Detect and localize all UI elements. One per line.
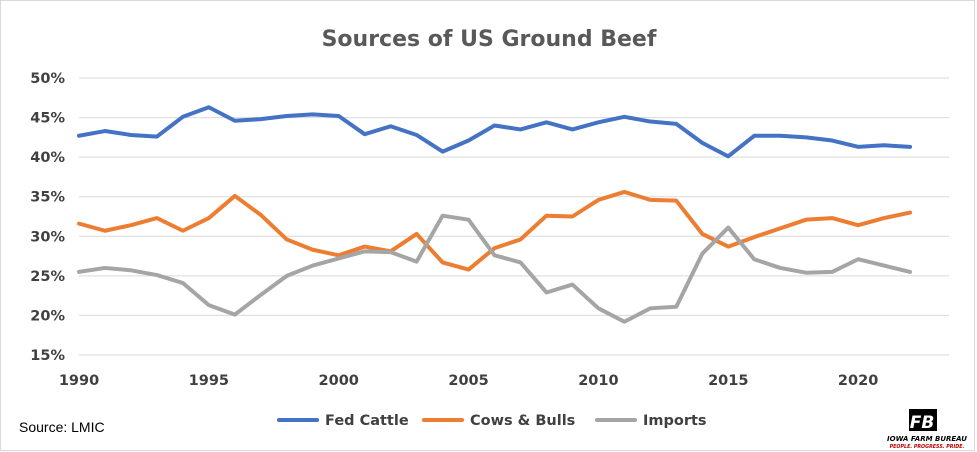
legend: Fed Cattle Cows & Bulls Imports (277, 413, 707, 429)
logo-mark-slash (816, 409, 828, 431)
y-tick-label-50: 50% (30, 71, 65, 87)
gridlines (79, 77, 949, 356)
series-line-imports (77, 213, 913, 324)
x-axis-tick-labels: 1990 1995 2000 2005 2010 2015 2020 (59, 373, 878, 389)
legend-label-fed-cattle: Fed Cattle (325, 413, 409, 429)
legend-label-imports: Imports (643, 413, 707, 429)
series-line-cows-bulls (77, 189, 913, 272)
y-tick-label-40: 40% (30, 150, 65, 166)
x-tick-label-2015: 2015 (708, 373, 748, 389)
x-tick-label-1990: 1990 (59, 373, 99, 389)
y-axis-tick-labels: 15% 20% 25% 30% 35% 40% 45% 50% (30, 71, 65, 364)
x-tick-label-2000: 2000 (319, 373, 359, 389)
y-tick-label-45: 45% (30, 111, 65, 127)
x-tick-label-2020: 2020 (838, 373, 878, 389)
y-tick-label-20: 20% (30, 308, 65, 324)
legend-label-cows-bulls: Cows & Bulls (470, 413, 575, 429)
logo-name: IOWA FARM BUREAU (887, 435, 967, 443)
y-tick-label-15: 15% (30, 348, 65, 364)
y-tick-label-25: 25% (30, 269, 65, 285)
x-tick-label-2010: 2010 (578, 373, 618, 389)
legend-item-fed-cattle: Fed Cattle (277, 413, 409, 429)
iowa-farm-bureau-logo: FB IOWA FARM BUREAU PEOPLE. PROGRESS. PR… (816, 409, 967, 450)
logo-mark-block (909, 409, 937, 431)
y-tick-label-35: 35% (30, 190, 65, 206)
x-tick-label-2005: 2005 (448, 373, 488, 389)
legend-item-imports: Imports (595, 413, 707, 429)
logo-mark: FB (910, 413, 935, 433)
x-tick-label-1995: 1995 (189, 373, 229, 389)
series-lines (77, 105, 913, 324)
legend-item-cows-bulls: Cows & Bulls (422, 413, 575, 429)
chart-title: Sources of US Ground Beef (322, 27, 657, 52)
source-note: Source: LMIC (19, 419, 105, 435)
y-tick-label-30: 30% (30, 229, 65, 245)
series-line-fed-cattle (77, 105, 913, 159)
logo-tagline: PEOPLE. PROGRESS. PRIDE. (890, 444, 965, 450)
